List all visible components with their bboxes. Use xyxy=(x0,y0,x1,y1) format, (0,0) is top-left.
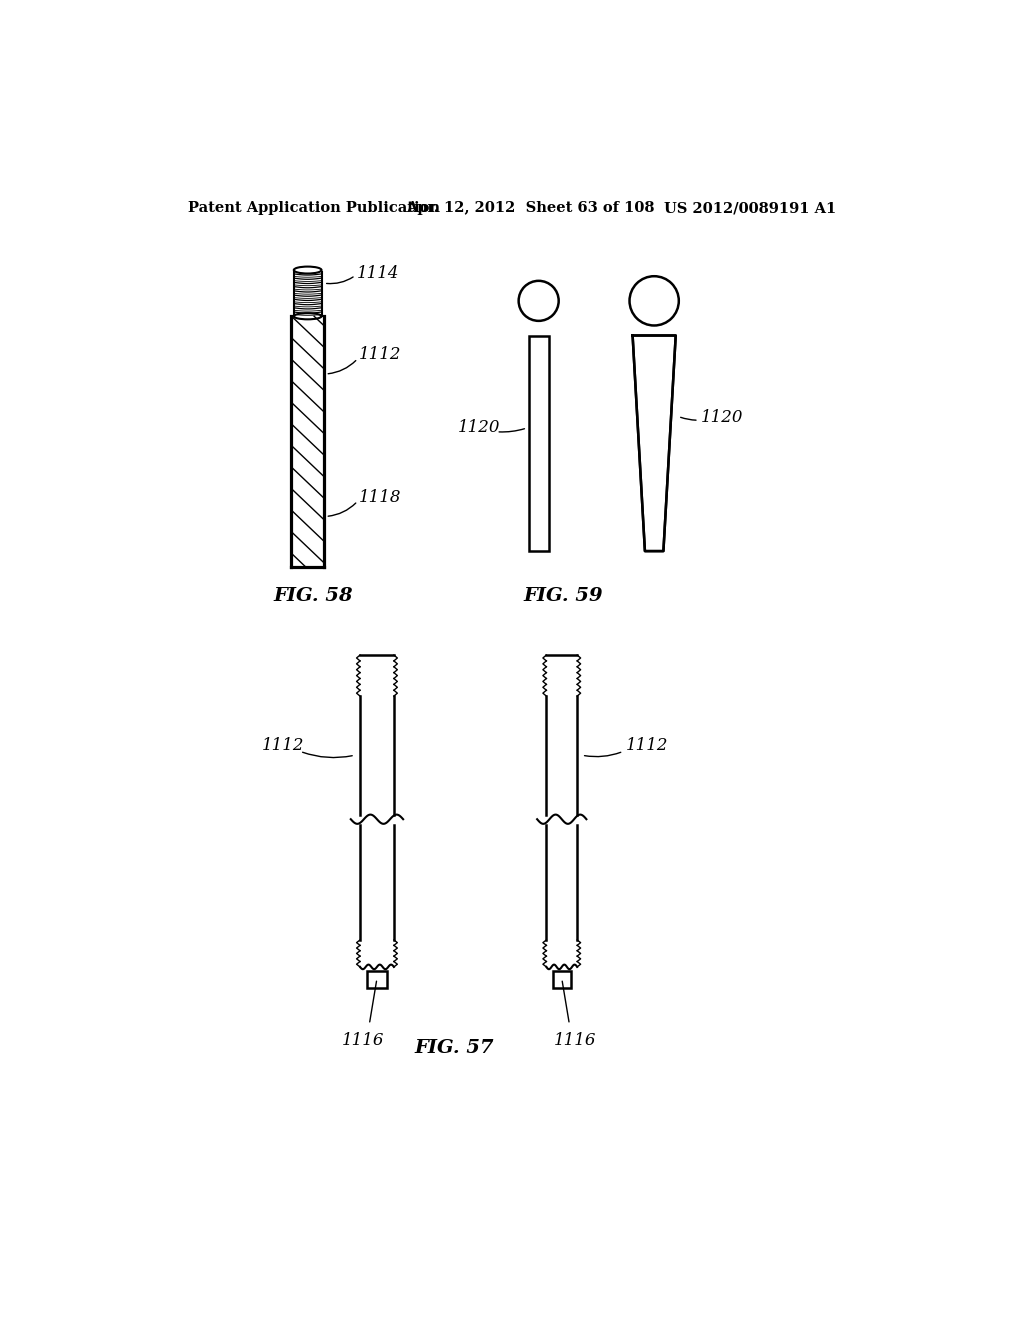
Text: US 2012/0089191 A1: US 2012/0089191 A1 xyxy=(665,202,837,215)
Text: 1120: 1120 xyxy=(700,409,742,426)
Text: 1118: 1118 xyxy=(359,488,401,506)
Text: 1112: 1112 xyxy=(359,346,401,363)
Text: 1120: 1120 xyxy=(458,420,501,437)
Text: 1116: 1116 xyxy=(554,1031,597,1048)
Text: 1112: 1112 xyxy=(261,738,304,755)
Text: 1116: 1116 xyxy=(342,1031,385,1048)
Text: Apr. 12, 2012  Sheet 63 of 108: Apr. 12, 2012 Sheet 63 of 108 xyxy=(407,202,654,215)
Text: FIG. 58: FIG. 58 xyxy=(273,587,352,605)
Text: 1112: 1112 xyxy=(626,738,669,755)
Text: FIG. 59: FIG. 59 xyxy=(523,587,603,605)
Text: FIG. 57: FIG. 57 xyxy=(414,1039,494,1057)
Bar xyxy=(367,970,387,987)
Ellipse shape xyxy=(294,313,322,319)
Text: Patent Application Publication: Patent Application Publication xyxy=(188,202,440,215)
Bar xyxy=(528,335,549,552)
Bar xyxy=(553,970,571,987)
Bar xyxy=(292,317,324,566)
Polygon shape xyxy=(633,335,676,552)
Text: 1114: 1114 xyxy=(357,264,399,281)
